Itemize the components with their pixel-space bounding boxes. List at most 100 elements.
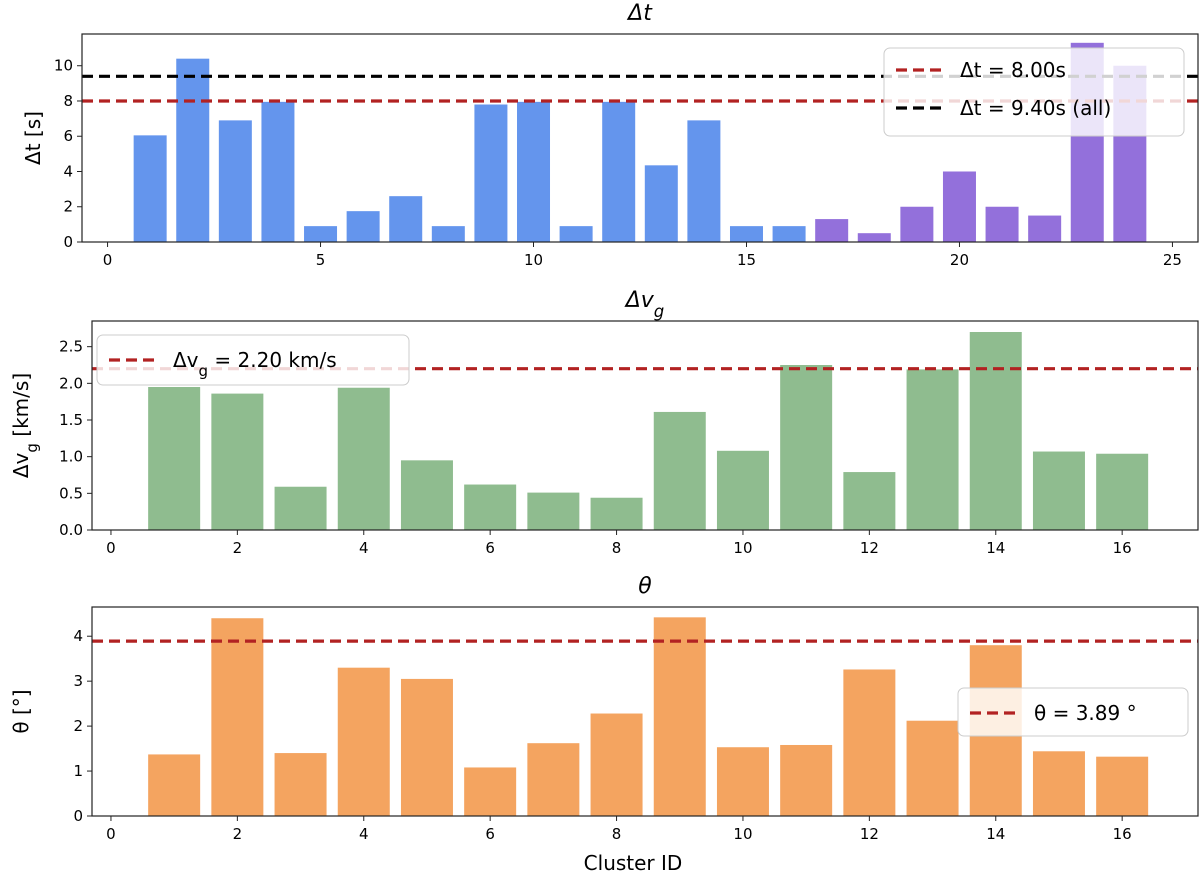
x-tick-label: 2 [233,539,243,557]
legend-label: Δt = 9.40s (all) [960,96,1111,120]
bar [211,618,264,816]
bar [653,617,706,816]
bar [346,211,380,242]
bar [1096,756,1149,816]
x-tick-label: 16 [1113,539,1132,557]
bar [464,767,517,816]
panel-title: Δvg [624,288,665,321]
y-tick-label: 4 [73,627,83,645]
y-axis-label: Δt [s] [21,111,45,165]
y-tick-label: 2.5 [59,338,83,356]
y-tick-label: 0 [73,807,83,825]
bar [133,135,167,242]
x-tick-label: 10 [524,251,543,269]
bar [906,720,959,816]
legend: θ = 3.89 ° [957,687,1189,737]
x-tick-label: 0 [103,251,113,269]
bar [780,365,833,530]
x-tick-label: 2 [233,825,243,843]
x-tick-label: 4 [359,539,369,557]
legend-box [883,47,1185,137]
bar [274,753,327,816]
bar [1096,453,1149,530]
legend-label: θ = 3.89 ° [1034,701,1137,725]
y-axis-label: Δvg [km/s] [9,373,41,478]
y-axis-label: θ [°] [9,689,33,733]
y-tick-label: 4 [63,162,73,180]
bar [337,667,390,816]
bar [389,196,423,242]
x-tick-label: 10 [733,539,752,557]
y-tick-label: 3 [73,672,83,690]
y-tick-label: 2.0 [59,374,83,392]
legend-label: Δvg = 2.20 km/s [173,348,337,380]
x-tick-label: 8 [612,539,622,557]
x-tick-label: 0 [106,825,116,843]
bar [985,206,1019,242]
panel-title: Δt [626,1,653,26]
bar [857,233,891,242]
x-tick-label: 16 [1113,825,1132,843]
bar [1028,215,1062,242]
bar [843,472,896,530]
y-tick-label: 6 [63,127,73,145]
y-tick-label: 2 [63,198,73,216]
x-tick-label: 4 [359,825,369,843]
bar [780,744,833,816]
bar [602,101,636,242]
bar [337,387,390,530]
bar [517,101,551,242]
bar [815,219,849,242]
bar [716,450,769,530]
bar [843,669,896,816]
legend-box [96,334,410,386]
x-tick-label: 6 [485,825,495,843]
y-tick-label: 2 [73,717,83,735]
y-tick-label: 0.0 [59,521,83,539]
x-tick-label: 12 [860,825,879,843]
bar [431,226,465,242]
y-tick-label: 1 [73,762,83,780]
x-axis-label: Cluster ID [584,851,683,875]
x-tick-label: 6 [485,539,495,557]
bar [559,226,593,242]
legend: Δt = 8.00s Δt = 9.40s (all) [883,47,1185,137]
bar [900,206,934,242]
bar [942,171,976,242]
bar [969,332,1022,530]
x-tick-label: 20 [950,251,969,269]
x-tick-label: 12 [860,539,879,557]
bar [148,754,201,816]
x-tick-label: 14 [986,539,1005,557]
x-tick-label: 8 [612,825,622,843]
bar [211,393,264,530]
bar [644,165,678,242]
bar [772,226,806,242]
panel-title: θ [638,574,652,599]
bar [274,486,327,530]
bar [464,484,517,530]
axes-frame [91,606,1199,817]
legend: Δvg = 2.20 km/s [96,334,410,386]
bar [148,387,201,530]
bar [1032,751,1085,816]
bar [527,492,580,530]
y-tick-label: 0 [63,233,73,251]
y-tick-label: 8 [63,92,73,110]
bar [474,104,508,242]
axes-frame [91,320,1199,531]
bar [400,678,453,816]
axes-frame [81,33,1199,243]
x-tick-label: 25 [1163,251,1182,269]
x-tick-label: 14 [986,825,1005,843]
bar [687,120,721,242]
x-tick-label: 5 [316,251,326,269]
bar [400,460,453,530]
legend-label: Δt = 8.00s [960,58,1066,82]
panel-2: Δvg 0 2 4 6 8 10 12 14 16 0.0 0.5 1.0 1.5 2.0 2.5 Δvg [k… [9,288,1199,557]
bar [716,747,769,816]
bar [527,743,580,816]
